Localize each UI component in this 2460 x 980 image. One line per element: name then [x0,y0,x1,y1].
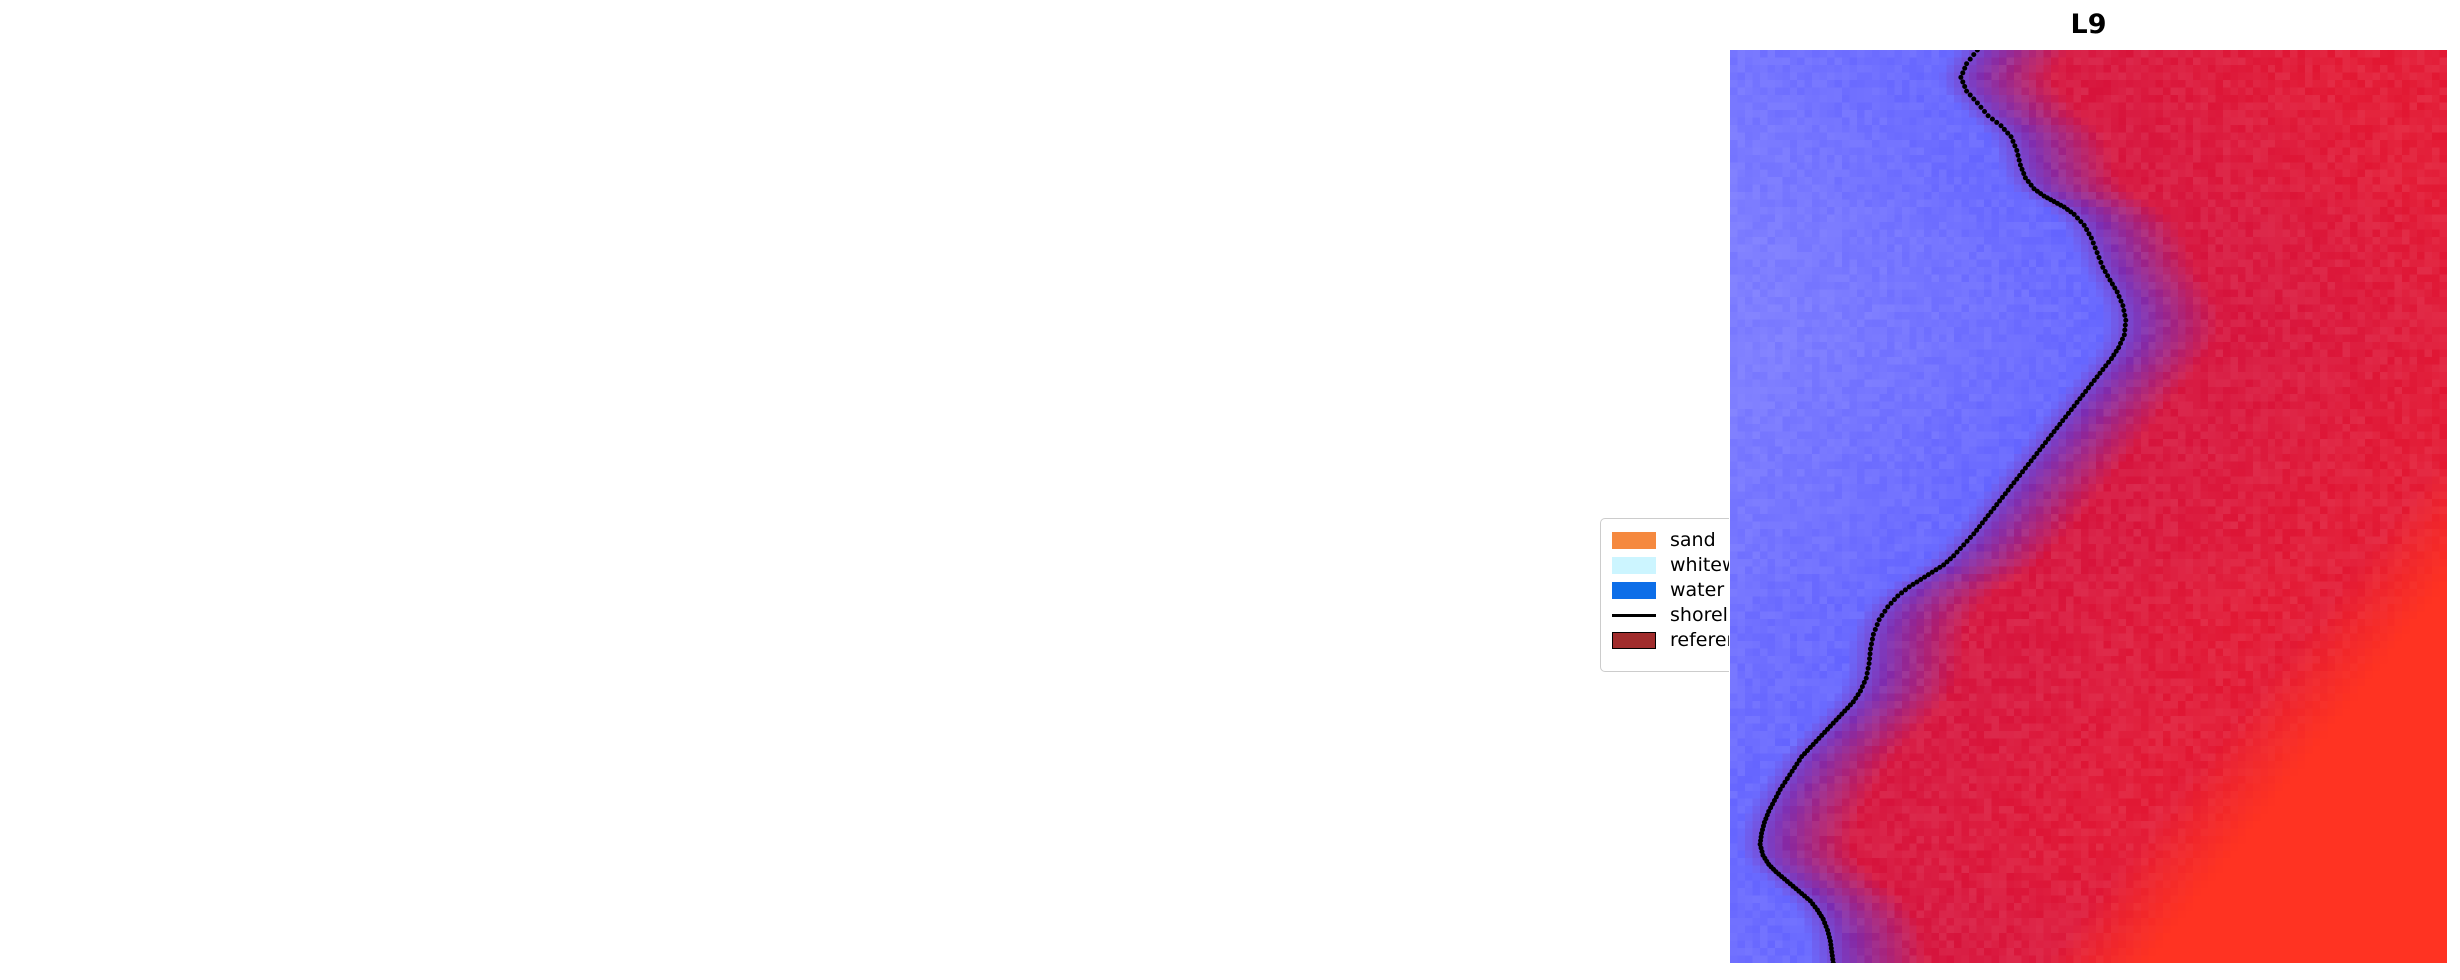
classified-image [872,50,1589,963]
legend-line-shoreline-icon [1612,614,1656,617]
legend-swatch-whitewater-icon [1612,557,1656,574]
legend-patch-reference-icon [1612,632,1656,649]
legend-swatch-water-icon [1612,582,1656,599]
panel-title-l9: L9 [2070,9,2107,40]
legend-item-water: water [1612,578,1729,603]
legend-label-shoreline: shoreline [1670,604,1729,626]
legend-swatch-sand-icon [1612,532,1656,549]
panel-title-classified: 2024-05-12-10-05-18 [1070,9,1391,40]
legend-label-sand: sand [1670,529,1716,551]
legend-patch-sand-icon [1612,532,1656,549]
legend-patch-water-icon [1612,582,1656,599]
legend-label-water: water [1670,579,1725,601]
false-color-image-l9 [1730,50,2447,963]
legend-item-sand: sand [1612,528,1729,553]
satellite-image-sar1916 [14,50,731,963]
axes-classified[interactable] [872,50,1589,963]
panel-title-sar1916: sar1916 [311,9,434,40]
legend-swatch-reference-icon [1612,632,1656,649]
legend-label-reference: reference [1670,629,1729,651]
legend-item-shoreline: shoreline [1612,603,1729,628]
legend-patch-whitewater-icon [1612,557,1656,574]
axes-l9[interactable] [1730,50,2447,963]
axes-sar1916[interactable] [14,50,731,963]
legend-swatch-shoreline-icon [1612,607,1656,624]
legend-item-reference: reference [1612,628,1729,653]
